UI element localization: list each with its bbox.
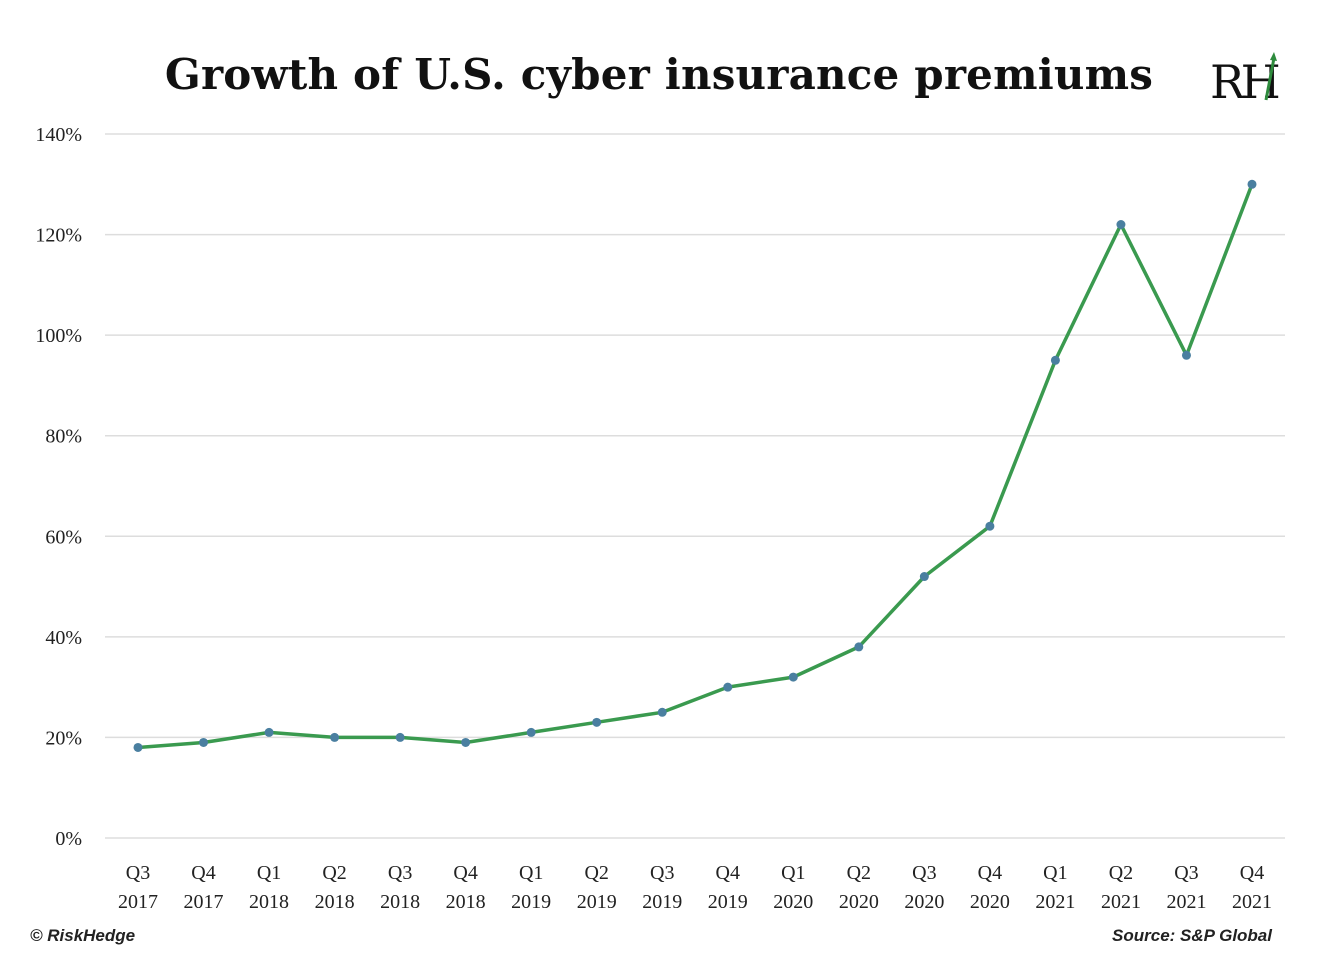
source-note: Source: S&P Global <box>1112 926 1272 945</box>
data-point <box>657 707 667 717</box>
riskhedge-logo: RH <box>1210 52 1283 106</box>
data-point <box>461 737 471 747</box>
y-tick-label: 0% <box>55 828 82 850</box>
data-point <box>1181 350 1191 360</box>
x-tick-label: Q1 2018 <box>249 862 289 913</box>
data-point <box>788 672 798 682</box>
data-point <box>264 727 274 737</box>
data-point <box>330 732 340 742</box>
data-point <box>723 682 733 692</box>
x-tick-label: Q4 2017 <box>184 862 224 913</box>
x-tick-label: Q1 2021 <box>1035 862 1075 913</box>
data-point <box>133 742 143 752</box>
x-tick-label: Q4 2018 <box>446 862 486 913</box>
data-point <box>526 727 536 737</box>
x-tick-label: Q4 2020 <box>970 862 1010 913</box>
x-tick-label: Q3 2020 <box>904 862 944 913</box>
data-point <box>919 572 929 582</box>
y-axis-ticks: 0% 20% 40% 60% 80% 100% 120% 140% <box>35 124 82 850</box>
x-axis-ticks: Q3 2017 Q4 2017 Q1 2018 Q2 2018 Q3 2018 Q4 2018 Q1 20… <box>118 862 1272 913</box>
y-tick-label: 120% <box>35 225 82 247</box>
y-tick-label: 60% <box>45 526 82 548</box>
y-tick-label: 100% <box>35 325 82 347</box>
data-point <box>985 521 995 531</box>
x-tick-label: Q3 2017 <box>118 862 158 913</box>
data-point <box>1050 355 1060 365</box>
x-tick-label: Q2 2018 <box>315 862 355 913</box>
copyright-credit: © RiskHedge <box>30 926 136 945</box>
x-tick-label: Q3 2021 <box>1166 862 1206 913</box>
y-tick-label: 140% <box>35 124 82 146</box>
x-tick-label: Q4 2021 <box>1232 862 1272 913</box>
chart-title: Growth of U.S. cyber insurance premiums <box>164 50 1154 99</box>
x-tick-label: Q2 2020 <box>839 862 879 913</box>
data-point <box>199 737 209 747</box>
series-line <box>137 183 1254 750</box>
x-tick-label: Q3 2019 <box>642 862 682 913</box>
data-point <box>592 717 602 727</box>
data-points <box>133 179 1257 752</box>
y-tick-label: 20% <box>45 727 82 749</box>
data-point <box>1116 220 1126 230</box>
x-tick-label: Q3 2018 <box>380 862 420 913</box>
y-tick-label: 80% <box>45 426 82 448</box>
x-tick-label: Q2 2019 <box>577 862 617 913</box>
x-tick-label: Q2 2021 <box>1101 862 1141 913</box>
x-tick-label: Q1 2019 <box>511 862 551 913</box>
grid-lines <box>105 133 1285 839</box>
y-tick-label: 40% <box>45 627 82 649</box>
x-tick-label: Q4 2019 <box>708 862 748 913</box>
data-point <box>1247 179 1257 189</box>
data-point <box>854 642 864 652</box>
data-point <box>395 732 405 742</box>
x-tick-label: Q1 2020 <box>773 862 813 913</box>
